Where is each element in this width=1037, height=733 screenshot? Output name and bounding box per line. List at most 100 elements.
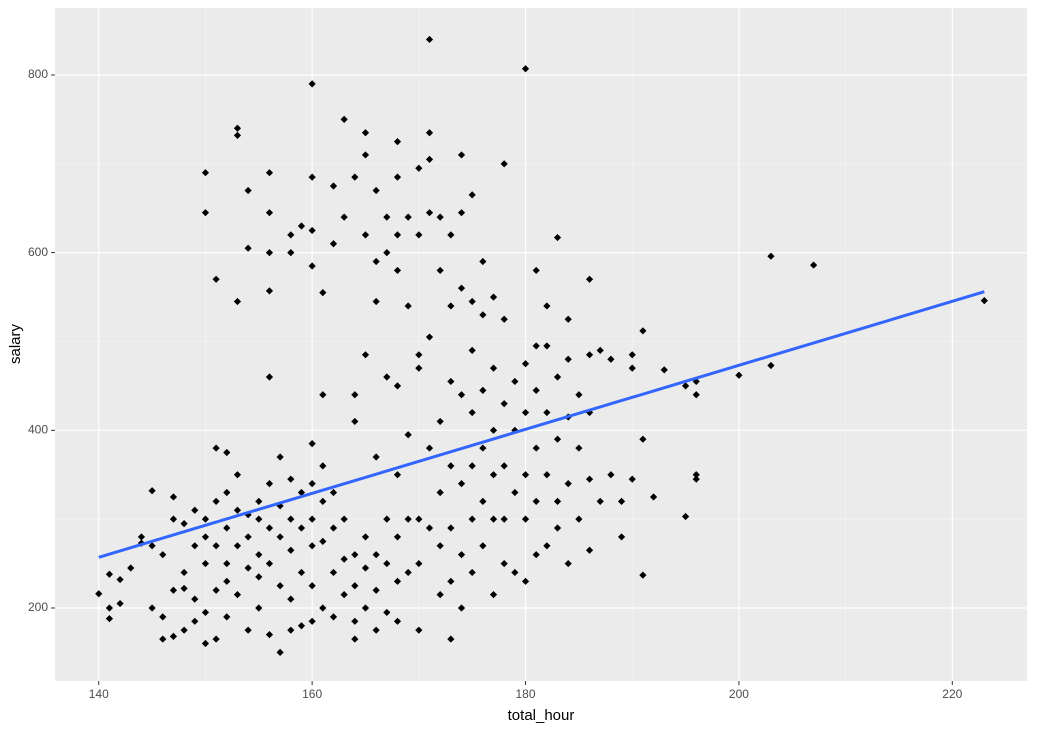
point [607, 355, 615, 363]
point [191, 617, 199, 625]
point [287, 475, 295, 483]
point [692, 391, 700, 399]
point [415, 515, 423, 523]
point [255, 551, 263, 559]
point [649, 493, 658, 501]
point [233, 506, 242, 514]
point [308, 226, 316, 235]
point [383, 608, 391, 617]
y-tick-label: 400 [28, 422, 48, 436]
point [425, 524, 434, 532]
point [340, 591, 348, 599]
point [393, 533, 402, 541]
point [361, 604, 370, 612]
point [233, 297, 242, 306]
point [457, 209, 466, 217]
point [639, 327, 647, 335]
point [201, 209, 210, 217]
point [639, 435, 647, 443]
point [500, 315, 508, 323]
point [201, 608, 210, 617]
point [479, 311, 487, 319]
point [457, 151, 466, 159]
point [319, 537, 327, 545]
point [351, 635, 359, 643]
x-tick-label: 180 [516, 687, 536, 701]
point [489, 293, 498, 301]
point [468, 515, 476, 523]
point [329, 488, 338, 497]
point [308, 617, 316, 625]
point [308, 542, 316, 550]
point [265, 524, 274, 532]
point [393, 266, 402, 275]
point [457, 391, 466, 399]
point [404, 431, 412, 439]
point [287, 231, 295, 239]
point [276, 648, 284, 656]
point [169, 493, 178, 501]
point [521, 577, 530, 585]
point [233, 124, 242, 132]
point [297, 488, 306, 497]
point [436, 542, 444, 550]
point [351, 551, 359, 559]
point [532, 386, 540, 394]
point [276, 533, 284, 541]
point [521, 471, 530, 479]
point [425, 444, 434, 452]
point [393, 231, 402, 239]
point [500, 559, 508, 568]
point [287, 546, 295, 554]
point [479, 386, 487, 394]
point [767, 361, 775, 370]
point [489, 591, 498, 599]
point [201, 515, 210, 523]
point [180, 626, 188, 634]
point [169, 632, 178, 641]
point [308, 515, 316, 523]
point [543, 342, 551, 350]
point [329, 613, 338, 621]
point [468, 462, 476, 470]
point [351, 582, 359, 590]
point [276, 502, 284, 510]
point [372, 586, 380, 594]
point [308, 440, 316, 448]
point [180, 568, 188, 577]
point [159, 635, 167, 643]
point [681, 382, 690, 390]
point [447, 302, 455, 310]
point [244, 533, 252, 541]
point [105, 615, 114, 623]
point [628, 475, 636, 483]
x-tick-label: 160 [302, 687, 322, 701]
point [639, 571, 647, 579]
point [425, 209, 434, 217]
point [148, 487, 156, 495]
point [415, 164, 423, 172]
point [447, 231, 455, 239]
point [404, 213, 412, 221]
point [287, 626, 295, 634]
point [980, 297, 988, 305]
point [223, 488, 231, 497]
point [244, 626, 252, 634]
point [116, 575, 124, 584]
point [319, 497, 327, 505]
point [479, 257, 487, 266]
point [265, 249, 274, 257]
point [169, 586, 178, 594]
point [425, 35, 434, 44]
point [201, 639, 210, 648]
point [553, 435, 562, 443]
point [361, 151, 370, 159]
point [404, 302, 412, 310]
point [159, 551, 167, 559]
y-tick-label: 600 [28, 245, 48, 259]
point [148, 542, 156, 550]
point [329, 568, 338, 577]
point [223, 524, 231, 532]
point [255, 604, 263, 612]
point [479, 444, 487, 452]
